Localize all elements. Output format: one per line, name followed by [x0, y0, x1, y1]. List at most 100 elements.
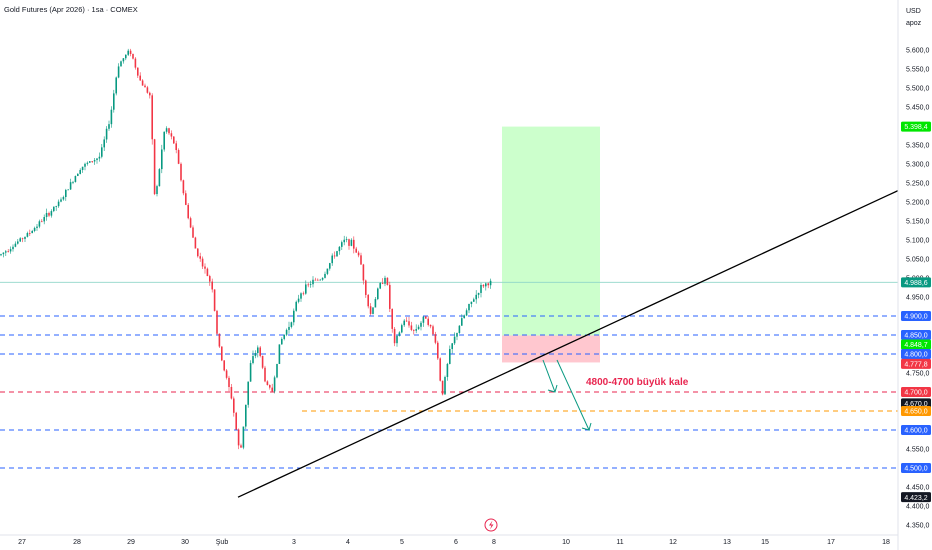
candle-body — [338, 246, 341, 252]
currency-sub-label: apoz — [906, 20, 922, 27]
candle — [101, 144, 103, 159]
candle — [254, 350, 257, 359]
candle-body — [324, 273, 326, 278]
lightning-icon[interactable] — [484, 518, 498, 532]
candle — [26, 231, 29, 238]
candle-body — [350, 239, 353, 246]
candle-body — [487, 283, 489, 286]
candle-body — [257, 347, 259, 354]
candle — [437, 340, 439, 360]
candle-body — [161, 149, 163, 170]
candle — [319, 278, 321, 281]
candle — [329, 262, 331, 271]
candle — [441, 380, 444, 396]
candle-body — [228, 377, 230, 387]
candle — [240, 443, 242, 448]
candle — [41, 219, 43, 223]
candle-body — [357, 252, 360, 256]
y-tick-label: 5.550,0 — [906, 67, 929, 74]
candle — [216, 309, 218, 335]
candle-body — [417, 326, 420, 330]
candle-body — [254, 353, 257, 357]
trendline — [237, 190, 899, 498]
price-badge-bg — [901, 358, 931, 369]
candle — [110, 106, 113, 128]
currency-label: USD — [906, 8, 921, 15]
candle — [317, 278, 319, 281]
candle-body — [449, 349, 451, 364]
candle-body — [314, 279, 317, 281]
candle-body — [297, 298, 300, 302]
candle — [336, 250, 338, 257]
candle — [307, 282, 309, 288]
price-badge-bg — [901, 492, 931, 503]
candle — [0, 253, 2, 257]
candle — [312, 276, 314, 288]
candle — [134, 57, 137, 70]
candle-body — [288, 326, 290, 330]
candle-body — [345, 239, 348, 241]
candle-body — [60, 199, 62, 202]
candle — [461, 314, 463, 326]
candle-body — [485, 283, 487, 287]
candle — [187, 203, 189, 220]
candle-body — [468, 303, 470, 311]
candle-body — [31, 231, 33, 234]
candle — [281, 337, 283, 345]
candle — [62, 195, 65, 201]
candle — [221, 346, 223, 362]
candle — [235, 411, 237, 431]
candle-body — [331, 255, 333, 264]
candle-body — [77, 173, 79, 177]
candle-body — [72, 181, 74, 183]
candle-body — [185, 193, 187, 205]
candle — [300, 292, 302, 302]
candle-body — [403, 320, 405, 326]
candle — [48, 211, 50, 218]
price-badge-label: 4.600,0 — [904, 428, 927, 435]
candle-body — [36, 226, 38, 228]
candle-body — [223, 360, 225, 371]
candle-body — [218, 333, 221, 347]
candle-body — [84, 163, 86, 167]
candle-body — [96, 158, 98, 161]
candle — [115, 76, 117, 96]
candle — [425, 315, 427, 319]
x-tick-label: 3 — [292, 539, 296, 546]
candle-body — [149, 92, 151, 96]
candle — [389, 281, 391, 312]
y-tick-label: 5.600,0 — [906, 48, 929, 55]
stop-zone — [502, 335, 600, 363]
candle — [341, 240, 343, 251]
candle — [432, 324, 434, 336]
candle — [213, 289, 216, 312]
candle-body — [103, 139, 105, 148]
candle — [36, 224, 38, 231]
candle — [98, 152, 101, 162]
candle — [434, 331, 437, 345]
candle-body — [489, 280, 492, 286]
candle-body — [89, 161, 91, 163]
candle-body — [17, 241, 19, 244]
candle — [369, 303, 372, 316]
candle — [233, 396, 235, 417]
candle-body — [137, 67, 139, 76]
candle-body — [134, 58, 137, 68]
price-badge-bg — [901, 387, 931, 397]
candle — [137, 67, 139, 79]
price-badge: 4.700,0 — [901, 387, 931, 397]
candle-body — [180, 163, 182, 181]
candle — [139, 72, 141, 81]
price-badge-label: 5.398,4 — [904, 124, 927, 131]
candle-body — [113, 93, 115, 110]
candle — [477, 292, 480, 299]
candle — [355, 246, 357, 253]
candle — [314, 277, 317, 281]
x-tick-label: 15 — [761, 539, 769, 546]
candle — [43, 214, 45, 225]
candle — [108, 120, 110, 131]
x-tick-label: Şub — [216, 539, 229, 546]
candle-body — [252, 356, 254, 364]
y-tick-label: 5.100,0 — [906, 238, 929, 245]
